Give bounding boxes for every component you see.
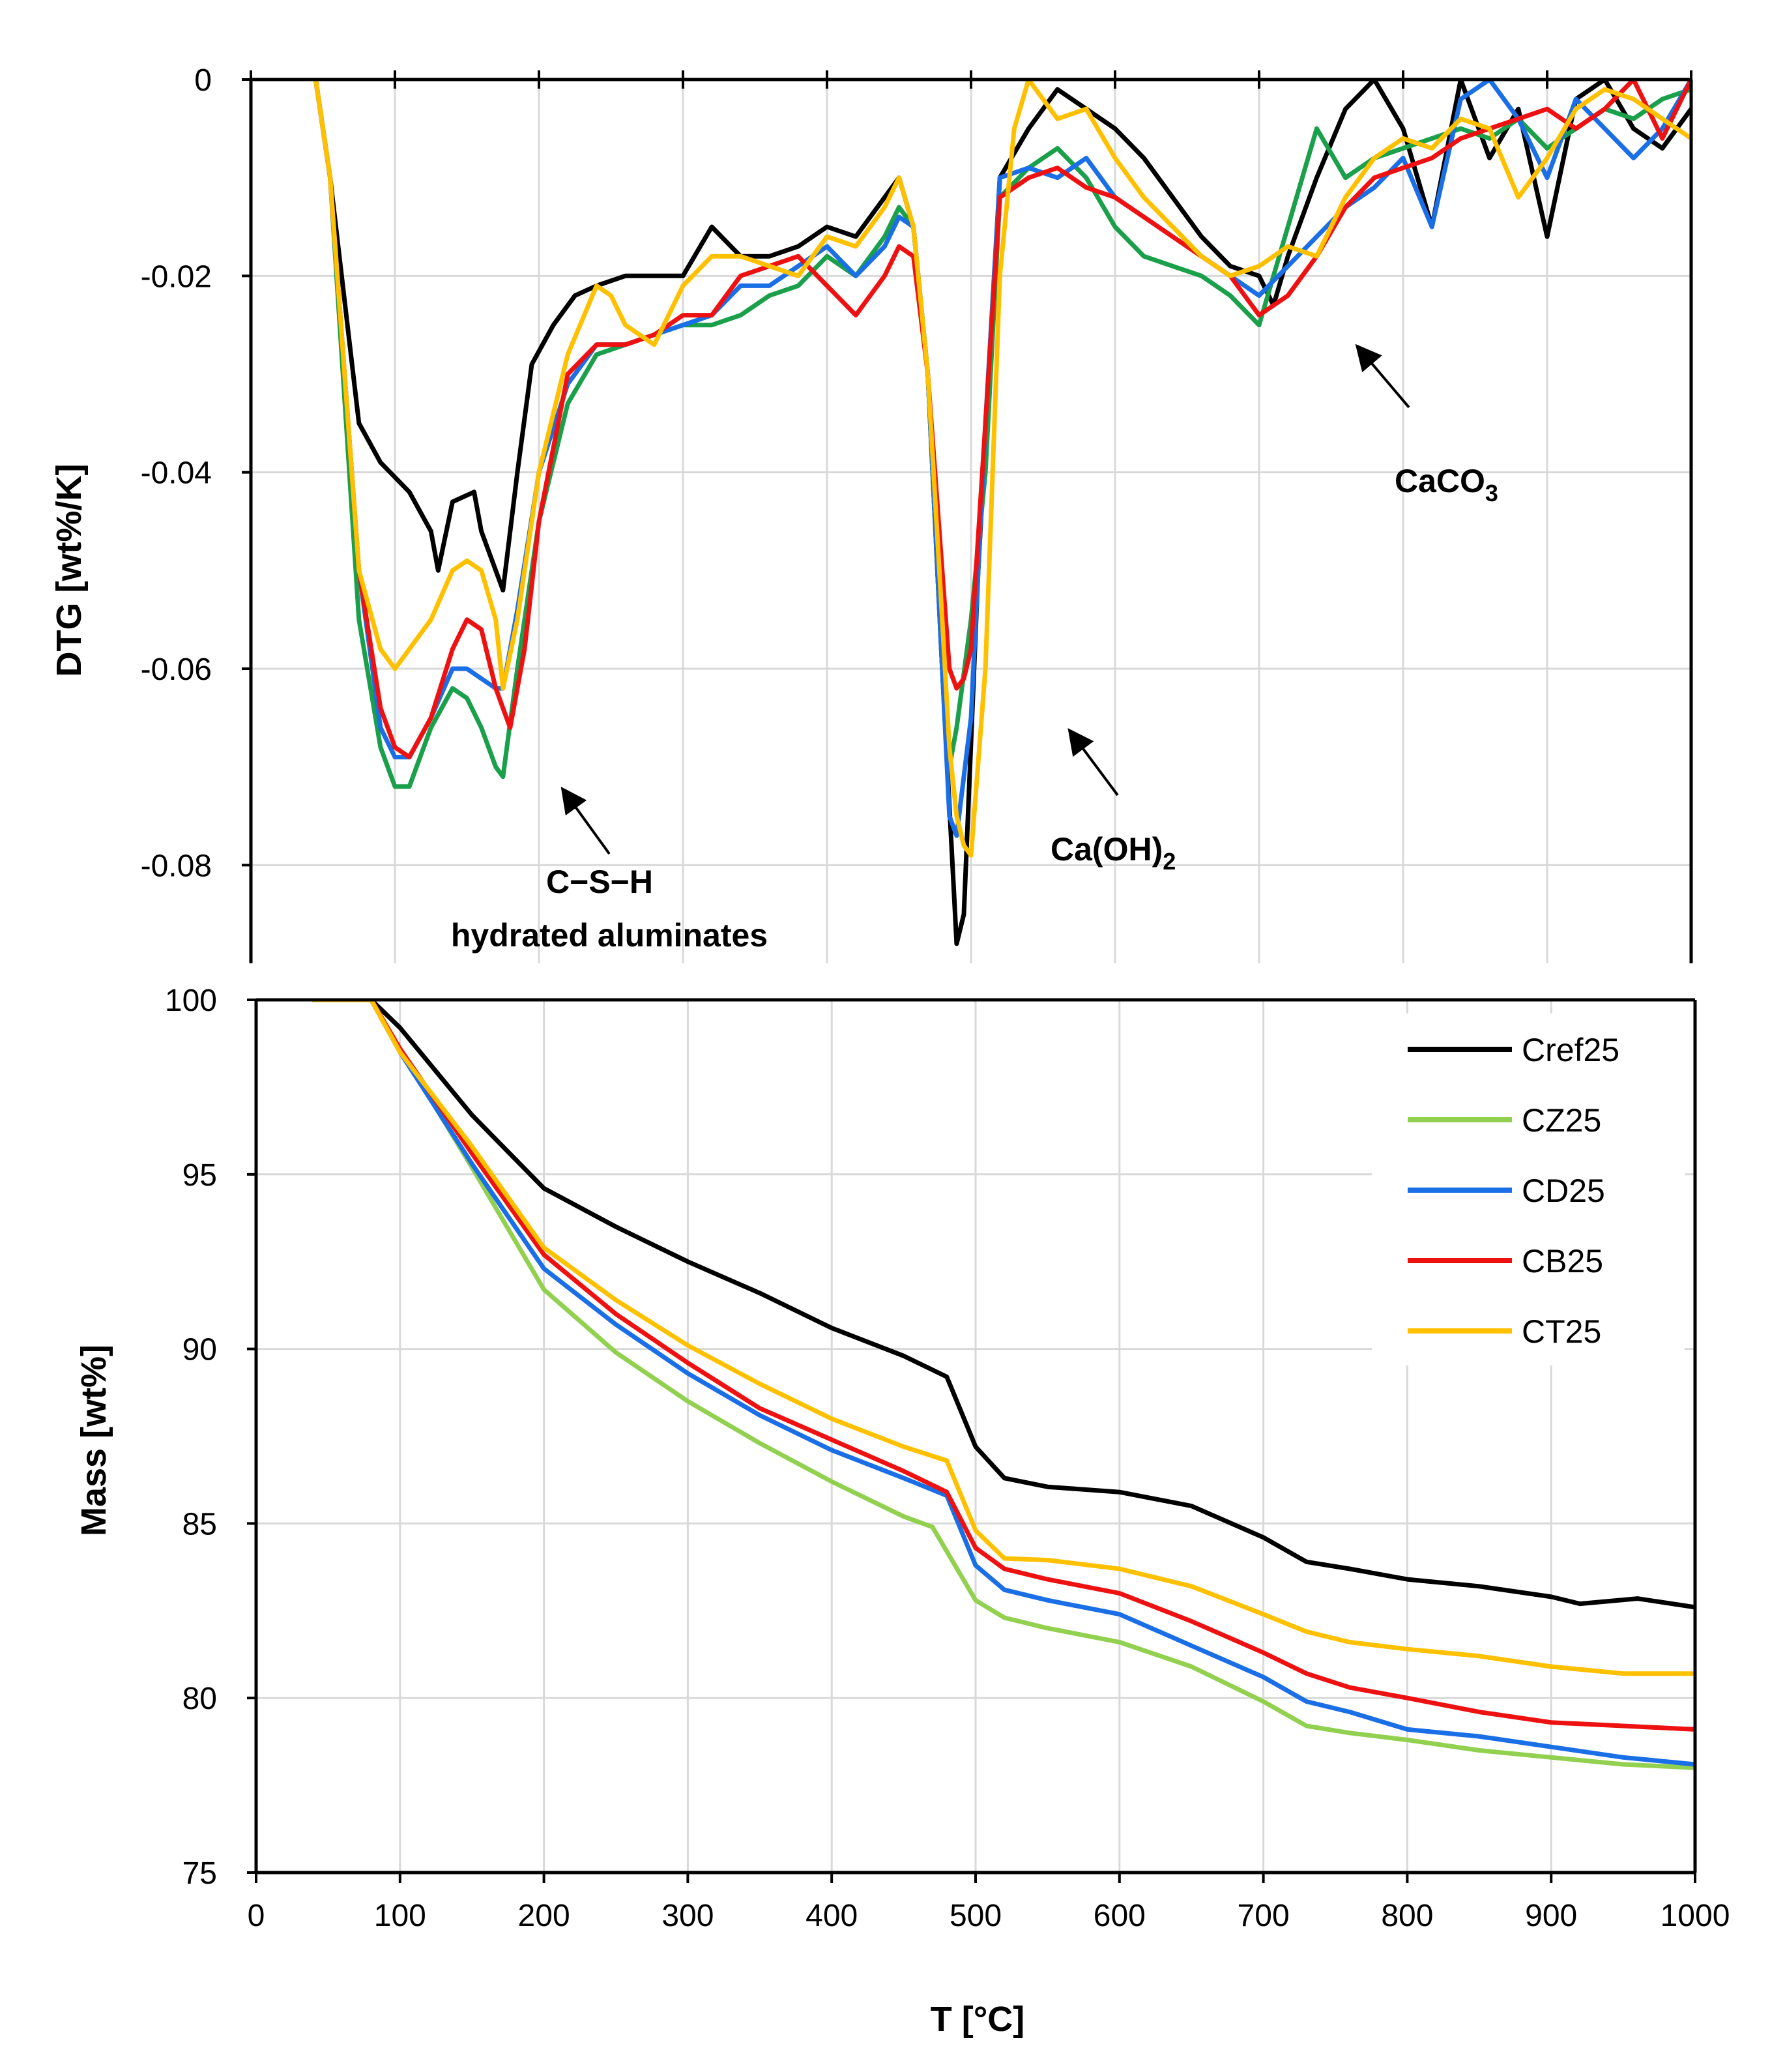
annotation-caoh2-label: Ca(OH)2 <box>1051 831 1176 875</box>
tg-x-tick-label-100: 100 <box>374 1899 426 1933</box>
dtg-panel: 0 -0.02 -0.04 -0.06 -0.08 DTG [wt%/K] C−S−H … <box>50 63 1693 963</box>
annotation-csh-arrow <box>560 787 611 855</box>
tg-series-ct25 <box>311 999 1695 1676</box>
dtg-y-tick-label-3: -0.06 <box>141 652 212 687</box>
legend-label-cref25: Cref25 <box>1522 1032 1619 1068</box>
annotation-caoh2-subscript: 2 <box>1163 848 1176 875</box>
annotation-caoh2-text: Ca(OH) <box>1051 831 1163 868</box>
tg-axes <box>247 998 1697 1883</box>
dtg-y-tick-label-1: -0.02 <box>141 259 212 294</box>
annotation-caoh2-arrow <box>1067 728 1119 796</box>
tg-x-tick-label-600: 600 <box>1094 1899 1146 1933</box>
tg-x-tick-label-200: 200 <box>518 1899 570 1933</box>
tg-x-tick-label-400: 400 <box>805 1899 858 1933</box>
dtg-y-axis-title: DTG [wt%/K] <box>50 464 89 677</box>
tg-y-tick-label-1: 80 <box>182 1682 217 1716</box>
dtg-tick-labels: 0 -0.02 -0.04 -0.06 -0.08 <box>141 63 212 883</box>
annotation-caco3-text: CaCO <box>1395 463 1485 499</box>
tg-y-axis-title: Mass [wt%] <box>74 1345 113 1536</box>
annotation-caoh2: Ca(OH)2 <box>1051 728 1176 875</box>
legend-label-cd25: CD25 <box>1522 1173 1605 1209</box>
tg-y-tick-label-2: 85 <box>182 1507 217 1541</box>
legend-label-cb25: CB25 <box>1522 1243 1603 1279</box>
dtg-series-cb25 <box>313 78 1691 760</box>
tg-y-tick-label-5: 100 <box>165 984 217 1018</box>
legend-label-cz25: CZ25 <box>1522 1102 1601 1139</box>
tg-y-tick-label-4: 95 <box>182 1158 217 1193</box>
tg-x-tick-label-300: 300 <box>661 1899 714 1933</box>
x-axis-title: T [°C] <box>931 2000 1025 2039</box>
tg-x-tick-label-1000: 1000 <box>1661 1899 1730 1933</box>
dtg-axes <box>242 70 1693 963</box>
tg-series-cb25 <box>311 999 1695 1732</box>
dtg-y-tick-label-2: -0.04 <box>141 456 212 491</box>
annotation-caco3-subscript: 3 <box>1485 480 1498 506</box>
tg-series-cz25 <box>311 999 1695 1770</box>
annotation-csh-line1: C−S−H <box>546 864 653 900</box>
tg-x-tick-label-0: 0 <box>248 1899 265 1933</box>
dtg-series-ct25 <box>313 78 1691 858</box>
tg-series-cd25 <box>311 999 1695 1767</box>
tg-x-tick-label-500: 500 <box>950 1899 1002 1933</box>
dtg-y-tick-label-4: -0.08 <box>141 849 212 883</box>
annotation-csh: C−S−H hydrated aluminates <box>451 787 768 954</box>
tg-y-tick-label-3: 90 <box>182 1333 217 1367</box>
dtg-series <box>313 78 1691 946</box>
dtg-series-cd25 <box>313 78 1691 838</box>
dtg-y-tick-label-0: 0 <box>194 63 212 98</box>
tg-x-tick-label-900: 900 <box>1525 1899 1577 1933</box>
legend-label-ct25: CT25 <box>1522 1313 1601 1350</box>
tg-x-tick-label-800: 800 <box>1381 1899 1433 1933</box>
tg-series-cref25 <box>311 999 1695 1610</box>
dtg-series-cref25 <box>313 78 1691 946</box>
annotation-csh-line2: hydrated aluminates <box>451 917 768 954</box>
tg-series <box>311 999 1695 1770</box>
annotation-caco3: CaCO3 <box>1355 343 1498 506</box>
tg-y-tick-label-0: 75 <box>182 1856 217 1891</box>
tg-x-tick-label-700: 700 <box>1238 1899 1290 1933</box>
annotation-caco3-label: CaCO3 <box>1395 463 1498 506</box>
legend: Cref25 CZ25 CD25 CB25 CT25 <box>1372 1014 1685 1365</box>
annotation-caco3-arrow <box>1355 343 1410 409</box>
